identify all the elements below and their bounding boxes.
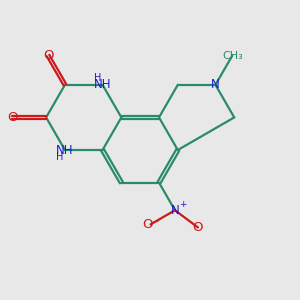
Text: O: O <box>7 111 17 124</box>
Text: O⁻: O⁻ <box>142 218 159 231</box>
Text: O: O <box>193 221 203 234</box>
Text: N: N <box>171 204 179 217</box>
Text: O: O <box>43 49 53 62</box>
Text: +: + <box>179 200 187 209</box>
Text: N: N <box>211 78 220 91</box>
Text: H: H <box>94 73 101 82</box>
Text: NH: NH <box>56 143 74 157</box>
Text: H: H <box>56 152 64 162</box>
Text: NH: NH <box>94 78 111 91</box>
Text: CH₃: CH₃ <box>222 50 243 61</box>
